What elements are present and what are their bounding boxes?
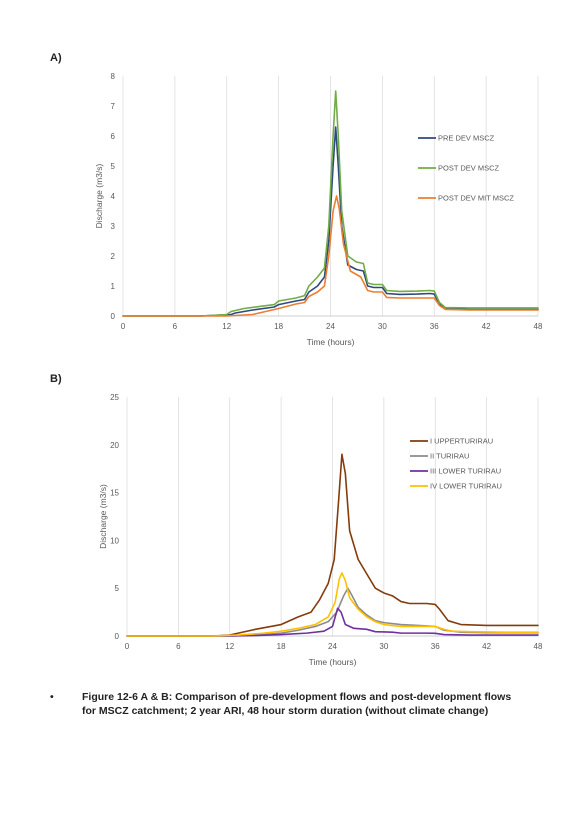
series-line-1 bbox=[126, 453, 539, 637]
x-tick-label: 0 bbox=[125, 642, 130, 651]
legend-label: III LOWER TURIRAU bbox=[430, 467, 501, 476]
x-tick-label: 30 bbox=[379, 642, 388, 651]
y-tick-label: 5 bbox=[115, 584, 120, 593]
y-tick-label: 25 bbox=[110, 393, 119, 402]
y-tick-label: 3 bbox=[111, 222, 116, 231]
x-tick-label: 48 bbox=[534, 322, 543, 331]
x-tick-label: 18 bbox=[277, 642, 286, 651]
x-tick-label: 42 bbox=[482, 322, 491, 331]
x-tick-label: 12 bbox=[225, 642, 234, 651]
y-tick-label: 4 bbox=[111, 192, 116, 201]
x-tick-label: 24 bbox=[326, 322, 335, 331]
chart-b: 0 6 12 18 24 30 36 42 48 0 5 10 15 20 25 Time (hours) Di… bbox=[98, 393, 543, 667]
x-tick-label: 36 bbox=[431, 642, 440, 651]
y-tick-label: 0 bbox=[111, 312, 116, 321]
figure-caption: • Figure 12-6 A & B: Comparison of pre-d… bbox=[50, 690, 520, 718]
panel-a-label: A) bbox=[50, 52, 62, 64]
y-tick-label: 15 bbox=[110, 489, 119, 498]
panel-b-label: B) bbox=[50, 373, 62, 385]
legend-label: POST DEV MSCZ bbox=[438, 164, 500, 173]
x-tick-label: 24 bbox=[328, 642, 337, 651]
y-tick-label: 1 bbox=[111, 282, 116, 291]
y-tick-label: 2 bbox=[111, 252, 116, 261]
series-line-3 bbox=[122, 195, 539, 317]
legend-label: IV LOWER TURIRAU bbox=[430, 482, 502, 491]
y-tick-label: 0 bbox=[115, 632, 120, 641]
x-tick-label: 0 bbox=[121, 322, 126, 331]
x-tick-label: 6 bbox=[176, 642, 181, 651]
x-tick-label: 42 bbox=[482, 642, 491, 651]
x-axis-title: Time (hours) bbox=[307, 337, 355, 347]
x-tick-label: 12 bbox=[222, 322, 231, 331]
x-tick-label: 6 bbox=[173, 322, 178, 331]
y-tick-label: 5 bbox=[111, 162, 116, 171]
y-tick-label: 20 bbox=[110, 441, 119, 450]
x-tick-label: 18 bbox=[274, 322, 283, 331]
y-tick-label: 10 bbox=[110, 536, 119, 545]
x-tick-label: 48 bbox=[534, 642, 543, 651]
legend-label: I UPPERTURIRAU bbox=[430, 437, 493, 446]
legend-label: PRE DEV MSCZ bbox=[438, 134, 495, 143]
y-tick-label: 6 bbox=[111, 132, 116, 141]
y-axis-title: Discharge (m3/s) bbox=[98, 484, 108, 549]
series-line-3 bbox=[126, 607, 539, 637]
series-line-4 bbox=[126, 572, 539, 637]
legend-label: POST DEV MIT MSCZ bbox=[438, 194, 514, 203]
caption-bullet: • bbox=[50, 691, 54, 703]
x-tick-label: 30 bbox=[378, 322, 387, 331]
y-tick-label: 7 bbox=[111, 102, 116, 111]
y-tick-label: 8 bbox=[111, 72, 116, 81]
x-tick-label: 36 bbox=[430, 322, 439, 331]
legend-label: II TURIRAU bbox=[430, 452, 469, 461]
caption-text: Figure 12-6 A & B: Comparison of pre-dev… bbox=[82, 691, 512, 717]
x-axis-title: Time (hours) bbox=[309, 657, 357, 667]
series-line-2 bbox=[122, 90, 539, 317]
y-axis-title: Discharge (m3/s) bbox=[94, 163, 104, 228]
